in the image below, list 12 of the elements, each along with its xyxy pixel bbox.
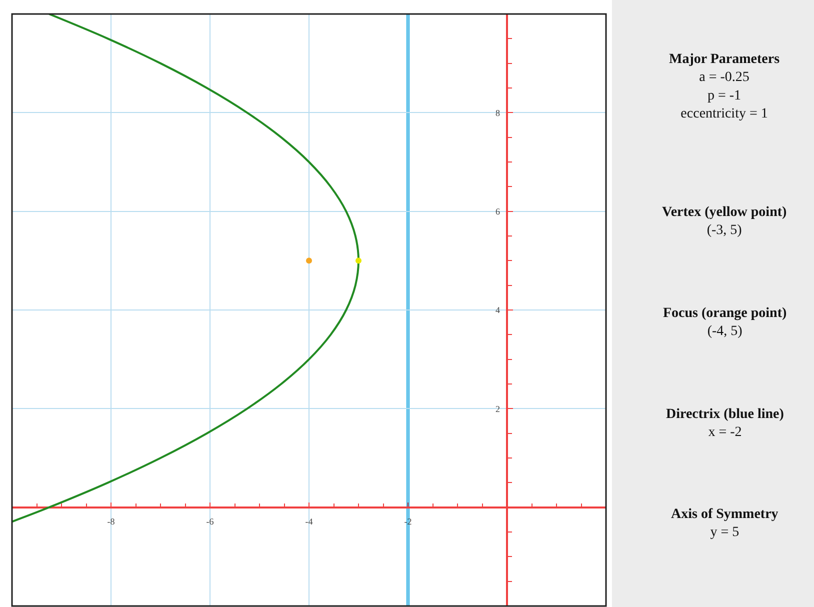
text: Axis of Symmetry y = 5 bbox=[671, 507, 778, 540]
y-tick-label: 6 bbox=[496, 206, 500, 216]
text: Vertex (yellow point) (-3, 5) bbox=[662, 205, 788, 238]
text: Focus (orange point) (-4, 5) bbox=[663, 306, 787, 340]
y-tick-label: 8 bbox=[496, 108, 500, 118]
y-tick-label: 2 bbox=[496, 404, 500, 414]
x-tick-label: -4 bbox=[305, 516, 314, 526]
x-tick-label: -6 bbox=[206, 516, 214, 526]
text: Major Parameters a = -0.25 p = -1 eccentricity = 1 bbox=[669, 52, 780, 122]
x-tick-label: -8 bbox=[107, 516, 116, 526]
y-tick-label: 4 bbox=[496, 305, 500, 316]
text: Directrix (blue line) x = -2 bbox=[666, 407, 784, 440]
